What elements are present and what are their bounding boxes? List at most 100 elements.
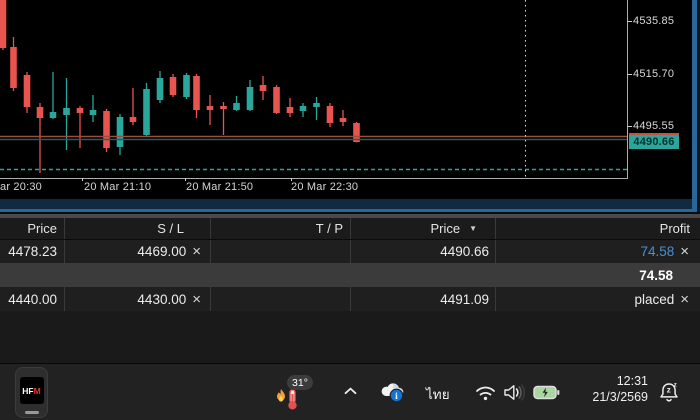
candle-body [326,106,334,123]
delete-order-button[interactable]: × [680,290,689,308]
wifi-icon[interactable] [475,385,496,401]
screen-right-edge [697,0,700,212]
time-axis-label: 20 Mar 21:50 [186,181,254,193]
position-row[interactable]: 4478.23 4469.00 × 4490.66 74.58 × [0,240,700,263]
taskbar-app-hfm[interactable]: HF M [15,367,48,418]
candle-body [193,76,200,110]
time-axis-tick [185,178,186,181]
header-price[interactable]: Price [0,218,65,239]
battery-charging-icon[interactable] [533,385,560,400]
position-tp [211,240,351,263]
chart-window: ar 20:30 20 Mar 21:10 20 Mar 21:50 20 Mar 2… [0,0,700,213]
candle-body [353,123,360,142]
header-current-price-label: Price [430,221,461,236]
order-sl: 4430.00 × [65,287,211,311]
candle-body [129,117,137,122]
position-open-price: 4478.23 [0,240,65,263]
sl-value: 4430.00 [137,291,187,307]
orders-table: Price S / L T / P Price ▼ Profit 4478.23… [0,218,700,311]
candle-body [339,118,347,122]
cloud-info-icon[interactable]: i [379,381,406,403]
remove-sl-button[interactable]: × [192,290,201,308]
candlestick-plot[interactable] [0,0,628,179]
position-current-price: 4490.66 [351,240,496,263]
close-position-button[interactable]: × [680,243,689,260]
candle-body [206,106,214,110]
candle-body [273,87,280,113]
time-axis-tick [291,178,292,181]
header-sl[interactable]: S / L [65,218,211,239]
taskbar: HF M 31° i [0,363,700,420]
candle-body [286,107,294,113]
tray-overflow-chevron-up-icon[interactable] [343,386,358,396]
terminal-empty-area [0,311,700,363]
weather-widget-button[interactable]: 31° [274,369,320,415]
pending-order-row[interactable]: 4440.00 4430.00 × 4491.09 placed × [0,287,700,311]
candle-body [36,107,44,118]
sort-desc-icon: ▼ [469,224,477,233]
candle-body [156,78,164,100]
time-axis[interactable]: ar 20:30 20 Mar 21:10 20 Mar 21:50 20 Mar 2… [0,178,627,197]
price-axis-label: 4535.85 [627,15,674,27]
total-profit-value: 74.58 [639,267,673,283]
order-tp [211,287,351,311]
time-axis-label: 20 Mar 21:10 [84,181,152,193]
notification-bell-dnd-icon[interactable]: z z [658,381,681,403]
candle-body [0,0,7,48]
candle-body [63,108,70,115]
profit-value: 74.58 [640,244,675,259]
candle-body [183,75,190,97]
price-axis-label: 4495.55 [627,120,674,132]
candle-body [246,87,254,110]
orders-table-header: Price S / L T / P Price ▼ Profit [0,218,700,240]
sl-value: 4469.00 [137,244,187,259]
header-profit[interactable]: Profit [659,221,690,236]
flame-icon [277,389,285,402]
svg-text:i: i [395,392,398,402]
taskbar-clock[interactable]: 12:31 21/3/2569 [565,374,648,405]
chart-window-bottom-border [0,209,693,212]
time-axis-label: 20 Mar 22:30 [291,181,359,193]
price-axis-label: 4515.70 [627,68,674,80]
hfm-logo-accent: M [33,385,41,396]
svg-text:z: z [674,382,677,388]
header-current-price[interactable]: Price ▼ [351,218,496,239]
candle-body [259,85,267,91]
candle-body [10,47,17,88]
speaker-icon[interactable] [503,384,526,401]
candle-body [220,106,227,109]
position-sl: 4469.00 × [65,240,211,263]
candle-body [233,103,240,110]
order-status: placed × [496,287,700,311]
candle-body [299,106,307,111]
language-indicator[interactable]: ไทย [426,387,450,402]
header-tp[interactable]: T / P [211,218,351,239]
svg-text:z: z [667,386,671,395]
time-axis-tick [82,178,83,181]
candle-body [169,77,177,95]
chart-window-bottom-frame [0,199,693,209]
chart-window-right-border [692,0,697,212]
candle-body [23,75,31,107]
order-price: 4440.00 [0,287,65,311]
candle-body [143,89,150,135]
clock-time: 12:31 [616,374,648,388]
candle-body [49,112,57,118]
divider [0,212,700,214]
hfm-logo-text: HF [22,385,34,396]
running-app-indicator [24,411,39,414]
panel-separator[interactable] [0,214,700,218]
hfm-logo: HF M [19,377,44,404]
candle-body [76,108,84,113]
profit-summary-row: 74.58 [0,263,700,287]
candle-body [313,103,320,107]
candle-body [116,117,124,147]
candle-body [103,111,110,148]
time-axis-label: ar 20:30 [0,181,42,193]
clock-date: 21/3/2569 [592,389,648,404]
price-axis[interactable]: 4535.85 4515.70 4495.55 [627,0,700,196]
current-price-tag: 4490.66 [629,133,679,149]
position-profit: 74.58 × [496,240,700,263]
remove-sl-button[interactable]: × [192,243,201,260]
thermometer-icon [288,389,297,410]
